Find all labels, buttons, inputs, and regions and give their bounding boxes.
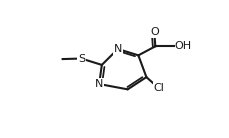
Text: N: N: [95, 79, 103, 89]
Text: Cl: Cl: [153, 83, 164, 93]
Text: N: N: [113, 44, 122, 54]
Text: O: O: [149, 27, 158, 37]
Text: OH: OH: [173, 41, 190, 51]
Text: S: S: [77, 54, 85, 63]
